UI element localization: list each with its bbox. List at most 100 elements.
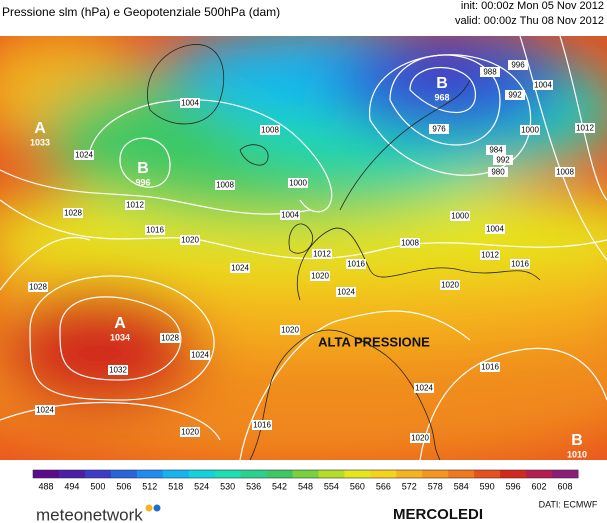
isobar-label-box <box>35 405 55 415</box>
center-letter: A <box>34 120 46 137</box>
center-value: 1033 <box>30 137 50 147</box>
valid-time: valid: 00:00z Thu 08 Nov 2012 <box>455 15 604 27</box>
colorbar-label: 602 <box>532 481 547 491</box>
center-value: 1010 <box>567 449 587 459</box>
isobar-label: 1008 <box>216 181 234 190</box>
map: 1004 1008 1008 1012 1016 1020 1024 1028 1024 1028… <box>0 36 607 460</box>
isobar-label-box <box>575 123 595 133</box>
isobar-label: 1028 <box>29 283 47 292</box>
isobar-label-box <box>280 325 300 335</box>
colorbar-swatch <box>292 470 319 478</box>
isobar-label: 1020 <box>311 272 329 281</box>
isobar-label: 1024 <box>231 264 249 273</box>
isobar-label-box <box>488 167 508 177</box>
colorbar-label: 542 <box>272 481 287 491</box>
colorbar-frame <box>32 469 579 479</box>
colorbar-label: 608 <box>558 481 573 491</box>
colorbar-swatch <box>58 470 86 478</box>
colorbar-swatch <box>162 470 190 478</box>
isobar-label-box <box>28 282 48 292</box>
title: Pressione slm (hPa) e Geopotenziale 500h… <box>2 5 280 19</box>
isobar-label-box <box>555 167 575 177</box>
isobar-label: 1000 <box>289 179 307 188</box>
isobar-label-box <box>63 208 83 218</box>
colorbar-swatch <box>266 470 294 478</box>
colorbar-swatch <box>422 470 449 478</box>
colorbar-swatch <box>500 470 527 478</box>
init-time: init: 00:00z Mon 05 Nov 2012 <box>461 0 604 12</box>
center-value: 968 <box>434 92 449 102</box>
colorbar-swatch <box>318 470 345 478</box>
isobar-label-box <box>486 145 506 155</box>
isobar-label-box <box>108 365 128 375</box>
isobar-label-box <box>510 259 530 269</box>
isobar-label-box <box>280 210 300 220</box>
colorbar-label: 530 <box>220 481 235 491</box>
isobar-label-box <box>450 211 470 221</box>
colorbar-label: 518 <box>168 481 183 491</box>
center-letter: A <box>114 315 126 332</box>
isobar-label: 1004 <box>281 211 299 220</box>
isobar-label-box <box>480 362 500 372</box>
colorbar-label: 572 <box>402 481 417 491</box>
coastlines <box>147 44 541 460</box>
isobar-label-box <box>180 98 200 108</box>
isobar-label: 1016 <box>253 421 271 430</box>
isobar-label-box <box>180 427 200 437</box>
isobar-label-box <box>336 287 356 297</box>
colorbar-label: 554 <box>324 481 339 491</box>
isobar-label: 976 <box>432 125 446 134</box>
isobar-label: 1024 <box>337 288 355 297</box>
source: DATI: ECMWF <box>539 499 598 509</box>
isobar-label-box <box>533 80 553 90</box>
colorbar-label: 566 <box>376 481 391 491</box>
colorbar-swatch <box>344 470 371 478</box>
brand-logo <box>145 504 161 512</box>
colorbar-label: 500 <box>90 481 105 491</box>
colorbar-label: 560 <box>350 481 365 491</box>
isobar-labels: 1004 1008 1008 1012 1016 1020 1024 1028 1024 1028… <box>28 60 595 443</box>
isobar-label-box <box>346 259 366 269</box>
colorbar-swatch <box>240 470 268 478</box>
center-value: 1034 <box>110 332 130 342</box>
isobar-label: 1008 <box>401 239 419 248</box>
isobar-label: 1012 <box>313 250 331 259</box>
annotation: ALTA PRESSIONE <box>318 334 430 349</box>
center-letter: B <box>571 432 583 449</box>
isobar-label: 1000 <box>451 212 469 221</box>
isobar-label: 1020 <box>181 428 199 437</box>
isobar-label-box <box>180 235 200 245</box>
isobar-label-box <box>508 60 528 70</box>
isobar-label: 988 <box>483 68 497 77</box>
colorbar-label: 524 <box>194 481 209 491</box>
colorbar-swatch <box>84 470 112 478</box>
isobar-label: 1004 <box>486 225 504 234</box>
colorbar-swatch <box>188 470 216 478</box>
colorbar-swatch <box>110 470 138 478</box>
isobar-label: 1024 <box>36 406 54 415</box>
colorbar-swatch <box>448 470 475 478</box>
isobar-label: 984 <box>489 146 503 155</box>
isobar-label: 980 <box>491 168 505 177</box>
colorbar-swatch <box>396 470 423 478</box>
colorbar-swatch <box>33 470 60 478</box>
isobar-label-box <box>312 249 332 259</box>
isobar-label: 1012 <box>126 201 144 210</box>
colorbar-swatch <box>214 470 242 478</box>
brand: meteonetwork <box>36 505 143 523</box>
isobar-label-box <box>520 125 540 135</box>
colorbar-label: 590 <box>480 481 495 491</box>
isobar-label-box <box>480 67 500 77</box>
colorbar: 488 494 500 506 512 518 524 530 536 542 548 554 560 5… <box>32 469 579 491</box>
center-letter: B <box>137 160 149 177</box>
isobar-label-box <box>310 271 330 281</box>
isobar-label-box <box>230 263 250 273</box>
isobar-label: 1004 <box>534 81 552 90</box>
isobar-label: 992 <box>496 156 510 165</box>
isobar-label-box <box>190 350 210 360</box>
day: MERCOLEDI <box>393 506 483 523</box>
geopotential-field <box>0 36 607 460</box>
isobar-label: 1024 <box>415 384 433 393</box>
